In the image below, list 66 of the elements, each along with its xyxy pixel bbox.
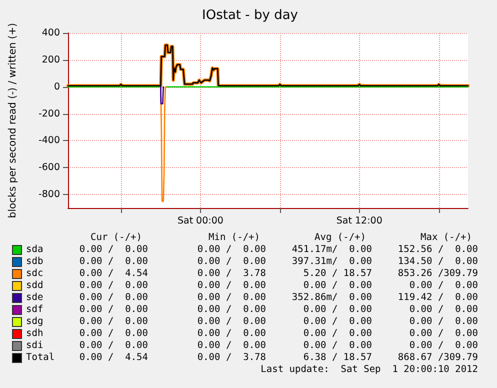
x-tick-label: Sat 12:00 [336,216,382,226]
text: 0.00 / 0.00 [196,304,266,316]
text: 0.00 / 0.00 [303,316,372,327]
text: Min (-/+) [208,232,260,244]
y-tick-label: -400 [38,135,60,146]
legend-label: sdf [26,304,44,316]
text: 0.00 / 3.78 [196,352,266,364]
text: 0.00 / 0.00 [409,340,478,351]
text: 0.00 / 0.00 [79,316,148,327]
text: 152.56 / 0.00 [398,244,478,255]
chart-title: IOstat - by day [202,8,298,23]
text: 0.00 / 4.54 [79,352,148,363]
y-tick-label: 200 [42,54,60,66]
text: 0.00 / 0.00 [79,244,148,255]
legend-label: sda [26,244,44,256]
text: Last update: Sat Sep 1 20:00:10 2012 [260,364,478,376]
text: 0.00 / 0.00 [303,340,372,351]
text: 0.00 / 0.00 [79,256,148,267]
text: 0.00 / 0.00 [196,340,266,352]
text: 0.00 / 0.00 [409,304,478,315]
text: 0.00 / 4.54 [79,268,148,279]
text: Cur (-/+) [90,232,142,244]
legend-label: sdc [26,268,44,280]
text: 0.00 / 0.00 [79,340,148,351]
text: 0.00 / 0.00 [196,244,266,256]
text: 352.86m/ 0.00 [292,292,372,303]
text: 0.00 / 0.00 [79,328,148,339]
text: 0.00 / 0.00 [303,280,372,291]
text: 0.00 / 0.00 [196,280,266,292]
legend-label: Total [26,352,55,364]
text: 0.00 / 0.00 [409,280,478,291]
text: 119.42 / 0.00 [398,292,478,303]
text: 0.00 / 0.00 [196,256,266,268]
y-tick-label: -600 [38,162,60,174]
text: 0.00 / 0.00 [79,304,148,315]
y-tick-label: -800 [38,189,60,200]
text: 451.17m/ 0.00 [292,244,372,255]
y-tick-label: 0 [54,81,60,92]
text: 134.50 / 0.00 [398,256,478,267]
text: 6.38 / 18.57 [303,352,372,363]
legend-label: sdd [26,280,44,292]
text: 397.31m/ 0.00 [292,256,372,267]
legend-label: sdi [26,340,44,352]
text: Max (-/+) [420,232,472,243]
text: 0.00 / 3.78 [196,268,266,280]
text: 0.00 / 0.00 [196,316,266,328]
text: 0.00 / 0.00 [303,304,372,315]
legend-label: sdg [26,316,44,328]
text: 0.00 / 0.00 [409,316,478,327]
text: 0.00 / 0.00 [409,328,478,339]
legend-label: sde [26,292,44,304]
y-tick-label: -200 [38,108,60,120]
text: 0.00 / 0.00 [196,328,266,340]
x-tick-label: Sat 00:00 [177,216,224,226]
y-tick-label: 400 [42,28,60,38]
y-axis-title: blocks per second read (-) / written (+) [8,22,18,218]
text: Avg (-/+) [314,232,366,243]
text: 0.00 / 0.00 [303,328,372,339]
legend-label: sdh [26,328,44,340]
text: 0.00 / 0.00 [79,280,148,291]
text: 0.00 / 0.00 [196,292,266,304]
text: 853.26 /309.79 [398,268,478,279]
text: 5.20 / 18.57 [303,268,372,279]
text: 0.00 / 0.00 [79,292,148,303]
legend-label: sdb [26,256,44,268]
text: 868.67 /309.79 [398,352,478,363]
